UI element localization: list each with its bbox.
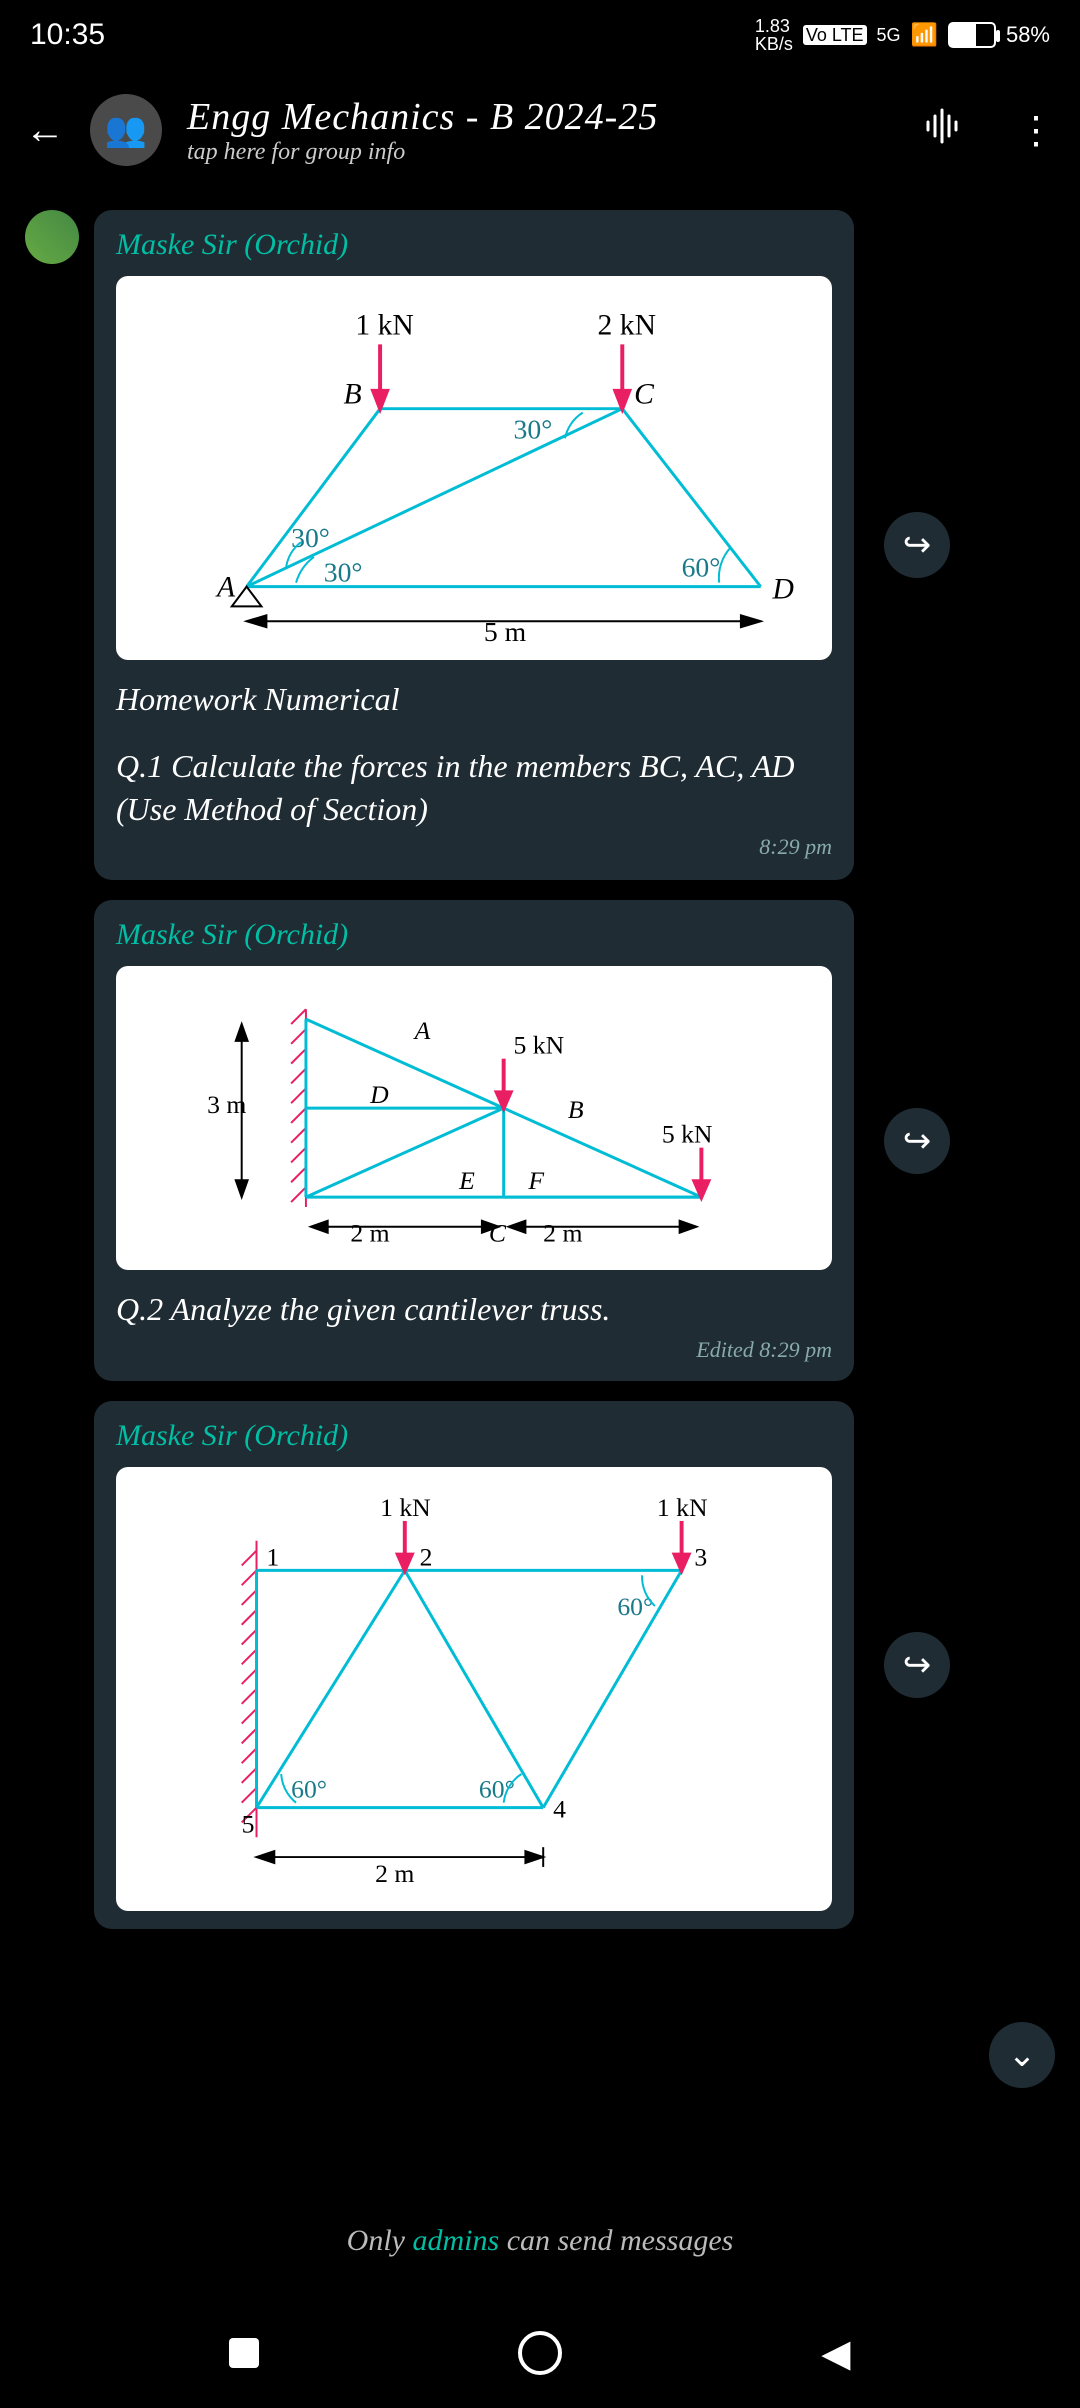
svg-text:30°: 30° xyxy=(514,413,553,444)
svg-text:2 m: 2 m xyxy=(543,1219,582,1248)
svg-text:F: F xyxy=(527,1166,544,1195)
battery-percent: 58% xyxy=(1006,22,1050,48)
data-rate: 1.83KB/s xyxy=(755,17,793,53)
svg-text:5: 5 xyxy=(242,1810,255,1839)
message-row: Maske Sir (Orchid) 1 kN xyxy=(25,210,1055,880)
svg-text:A: A xyxy=(215,572,236,604)
group-name: Engg Mechanics - B 2024-25 xyxy=(187,95,897,139)
forward-button[interactable]: ↪ xyxy=(884,1632,950,1698)
svg-text:3: 3 xyxy=(694,1543,707,1572)
svg-text:5 kN: 5 kN xyxy=(514,1031,565,1060)
svg-text:2: 2 xyxy=(420,1543,433,1572)
navigation-bar: ◀ xyxy=(0,2298,1080,2408)
svg-text:B: B xyxy=(568,1095,584,1124)
svg-text:D: D xyxy=(772,573,794,605)
chat-area[interactable]: Maske Sir (Orchid) 1 kN xyxy=(0,190,1080,1929)
message-row: Maske Sir (Orchid) xyxy=(25,1401,1055,1929)
sender-name: Maske Sir (Orchid) xyxy=(116,918,832,952)
svg-text:4: 4 xyxy=(553,1795,566,1824)
svg-text:A: A xyxy=(413,1016,431,1045)
message-row: Maske Sir (Orchid) xyxy=(25,900,1055,1381)
footer-message: Only admins can send messages xyxy=(0,2224,1080,2258)
status-indicators: 1.83KB/s Vo LTE 5G 📶 58% xyxy=(755,17,1050,53)
diagram-image[interactable]: 1 kN 2 kN A B C D 30° 30° 30° 60° xyxy=(116,276,832,660)
header-title-area[interactable]: Engg Mechanics - B 2024-25 tap here for … xyxy=(187,95,897,166)
svg-text:3 m: 3 m xyxy=(207,1090,246,1119)
svg-text:E: E xyxy=(458,1166,475,1195)
recents-button[interactable] xyxy=(229,2338,259,2368)
more-menu-icon[interactable]: ⋮ xyxy=(1017,108,1055,153)
svg-text:C: C xyxy=(634,379,655,411)
sender-avatar[interactable] xyxy=(25,210,79,264)
svg-text:1: 1 xyxy=(266,1543,279,1572)
volte-indicator: Vo LTE xyxy=(803,25,867,45)
svg-text:60°: 60° xyxy=(479,1775,515,1804)
svg-text:30°: 30° xyxy=(291,522,330,553)
back-nav-button[interactable]: ◀ xyxy=(821,2331,850,2376)
svg-text:1 kN: 1 kN xyxy=(657,1493,708,1522)
message-text: Q.2 Analyze the given cantilever truss. xyxy=(116,1288,832,1331)
diagram-image[interactable]: A B C D E F 5 kN 5 kN 3 m 2 m 2 m xyxy=(116,966,832,1270)
back-button[interactable]: ← xyxy=(25,108,65,153)
svg-text:60°: 60° xyxy=(682,552,721,583)
svg-text:2 kN: 2 kN xyxy=(598,310,656,342)
svg-text:D: D xyxy=(369,1080,389,1109)
timestamp: 8:29 pm xyxy=(759,832,832,862)
svg-text:5 kN: 5 kN xyxy=(662,1120,713,1149)
battery-icon xyxy=(948,22,996,48)
svg-text:1 kN: 1 kN xyxy=(380,1493,431,1522)
message-heading: Homework Numerical xyxy=(116,678,832,721)
message-bubble[interactable]: Maske Sir (Orchid) xyxy=(94,900,854,1381)
network-indicator: 5G xyxy=(877,26,901,44)
scroll-down-button[interactable]: ⌄ xyxy=(989,2022,1055,2088)
diagram-image[interactable]: 1 kN1 kN 123 45 60°60°60° xyxy=(116,1467,832,1911)
status-bar: 10:35 1.83KB/s Vo LTE 5G 📶 58% xyxy=(0,0,1080,70)
signal-icon: 📶 xyxy=(911,22,938,48)
svg-text:30°: 30° xyxy=(324,557,363,588)
sender-name: Maske Sir (Orchid) xyxy=(116,1419,832,1453)
message-text: Q.1 Calculate the forces in the members … xyxy=(116,745,832,831)
svg-text:1 kN: 1 kN xyxy=(355,310,413,342)
svg-text:2 m: 2 m xyxy=(350,1219,389,1248)
svg-text:C: C xyxy=(489,1219,507,1248)
svg-text:B: B xyxy=(344,379,362,411)
group-avatar[interactable]: 👥 xyxy=(90,94,162,166)
sender-name: Maske Sir (Orchid) xyxy=(116,228,832,262)
svg-text:5 m: 5 m xyxy=(484,616,527,647)
chat-header: ← 👥 Engg Mechanics - B 2024-25 tap here … xyxy=(0,70,1080,190)
forward-button[interactable]: ↪ xyxy=(884,512,950,578)
group-subtitle: tap here for group info xyxy=(187,139,897,166)
home-button[interactable] xyxy=(518,2331,562,2375)
timestamp: Edited 8:29 pm xyxy=(116,1337,832,1363)
svg-text:60°: 60° xyxy=(291,1775,327,1804)
clock: 10:35 xyxy=(30,18,105,52)
message-bubble[interactable]: Maske Sir (Orchid) xyxy=(94,1401,854,1929)
forward-button[interactable]: ↪ xyxy=(884,1108,950,1174)
message-bubble[interactable]: Maske Sir (Orchid) 1 kN xyxy=(94,210,854,880)
svg-text:2 m: 2 m xyxy=(375,1859,414,1888)
voice-wave-icon[interactable] xyxy=(922,106,962,155)
